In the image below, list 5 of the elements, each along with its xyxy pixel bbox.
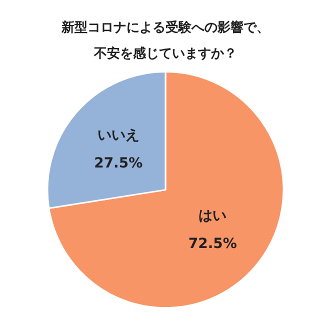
data-label: 72.5% (188, 236, 237, 252)
data-label: 27.5% (94, 156, 143, 172)
slice-label: はい (198, 208, 227, 224)
slice-label: いいえ (97, 128, 140, 144)
chart-title: 新型コロナによる受験への影響で、不安を感じていますか？ (60, 20, 270, 62)
